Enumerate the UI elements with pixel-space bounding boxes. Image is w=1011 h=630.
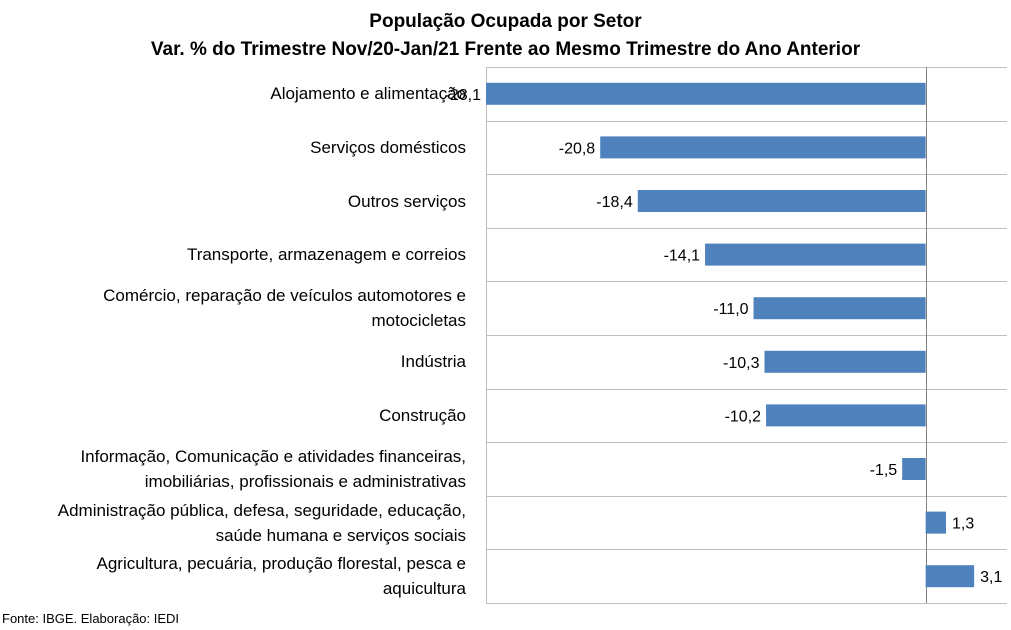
category-label-line: Construção: [379, 405, 466, 425]
data-label: -10,2: [725, 408, 762, 425]
category-label: Transporte, armazenagem e correios: [187, 242, 466, 267]
data-label: -28,1: [445, 87, 482, 104]
data-label: -10,3: [723, 355, 760, 372]
category-label-line: imobiliárias, profissionais e administra…: [144, 472, 466, 491]
bar: [705, 243, 926, 266]
category-label-line: Serviços domésticos: [310, 137, 466, 157]
category-label-line: Outros serviços: [347, 191, 466, 211]
data-label: -20,8: [559, 140, 596, 157]
bar: [486, 82, 926, 105]
bar: [600, 136, 926, 159]
bar: [764, 350, 926, 373]
data-label: 3,1: [980, 569, 1002, 586]
category-label-line: Indústria: [400, 352, 466, 372]
category-label: Administração pública, defesa, seguridad…: [58, 498, 466, 548]
category-label-line: Agricultura, pecuária, produção floresta…: [96, 554, 466, 574]
category-label: Comércio, reparação de veículos automoto…: [103, 283, 466, 333]
data-label: -18,4: [596, 194, 633, 211]
bar: [753, 297, 926, 320]
category-label-line: saúde humana e serviços sociais: [215, 525, 466, 545]
category-label: Construção: [379, 403, 466, 428]
category-label-line: Comércio, reparação de veículos automoto…: [103, 286, 466, 306]
category-label-line: Alojamento e alimentação: [270, 84, 466, 104]
category-label-line: Transporte, armazenagem e correios: [186, 245, 466, 265]
data-label: -1,5: [870, 462, 898, 479]
chart-subtitle: Var. % do Trimestre Nov/20-Jan/21 Frente…: [150, 39, 861, 60]
source-note: Fonte: IBGE. Elaboração: IEDI: [2, 611, 180, 626]
category-label-line: motocicletas: [371, 311, 466, 331]
category-label-line: aquicultura: [382, 579, 466, 599]
bar: [925, 565, 975, 588]
data-label: -11,0: [713, 301, 748, 318]
bar: [925, 511, 946, 534]
category-label-line: Informação, Comunicação e atividades fin…: [80, 447, 466, 466]
category-label: Indústria: [401, 349, 466, 374]
bar: [766, 404, 926, 427]
data-label: -14,1: [664, 248, 701, 265]
bar: [902, 458, 926, 480]
chart-title-block: População Ocupada por Setor Var. % do Tr…: [0, 8, 1011, 64]
data-label: 1,3: [952, 516, 974, 533]
category-label: Agricultura, pecuária, produção floresta…: [97, 551, 466, 601]
category-label: Outros serviços: [348, 189, 466, 214]
category-label: Serviços domésticos: [310, 135, 466, 160]
bar: [637, 190, 926, 212]
chart-title: População Ocupada por Setor: [369, 11, 642, 32]
category-label: Alojamento e alimentação: [270, 81, 466, 106]
category-label: Informação, Comunicação e atividades fin…: [80, 444, 466, 494]
category-label-line: Administração pública, defesa, seguridad…: [57, 500, 466, 520]
